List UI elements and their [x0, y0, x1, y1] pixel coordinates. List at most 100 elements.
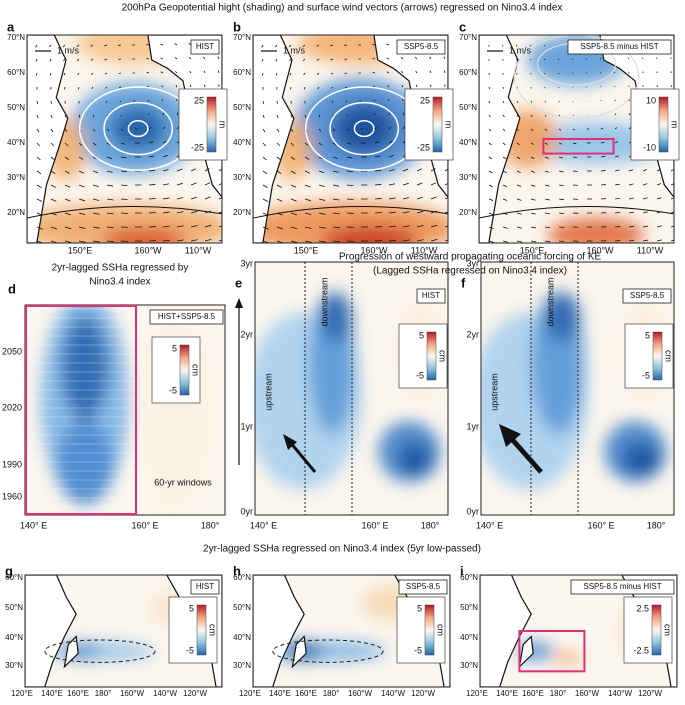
lag-label: 0yr	[466, 506, 479, 516]
year-label: 2020	[2, 402, 22, 412]
lon-label: 140°W	[608, 689, 633, 698]
panel-tag: SSP5-8.5 minus HIST	[580, 42, 658, 51]
lon-label: 120°E	[239, 689, 261, 698]
lon-label: 160° E	[361, 520, 388, 530]
colorbar-unit: cm	[191, 364, 201, 376]
colorbar-unit: cm	[436, 624, 446, 636]
year-label: 1990	[2, 459, 22, 469]
lat-label: 40°N	[233, 633, 251, 642]
wind-arrow	[146, 58, 149, 59]
lat-label: 60°N	[7, 68, 25, 77]
shading-blob	[333, 104, 395, 154]
panel-title: Nino3.4 index	[89, 277, 150, 288]
lon-label: 160°W	[120, 689, 145, 698]
lat-label: 40°N	[460, 633, 478, 642]
wind-arrow	[372, 58, 375, 59]
wind-arrow	[615, 240, 620, 241]
lat-label: 20°N	[7, 208, 25, 217]
lag-label: 1yr	[466, 421, 479, 431]
lat-label: 50°N	[460, 603, 478, 612]
lon-label: 140°E	[496, 689, 518, 698]
colorbar-max: 5	[172, 343, 177, 353]
lat-label: 60°N	[459, 68, 477, 77]
lag-label: 0yr	[240, 506, 253, 516]
lat-label: 50°N	[5, 603, 23, 612]
colorbar-min: -5	[416, 370, 424, 380]
panel-letter: d	[8, 281, 16, 296]
colorbar-max: 25	[420, 95, 430, 105]
lon-label: 180°	[647, 520, 666, 530]
wind-arrow	[601, 170, 606, 171]
wind-arrow	[642, 58, 643, 59]
lat-label: 40°N	[7, 138, 25, 147]
colorbar-unit: cm	[664, 350, 674, 362]
lon-label: 120°E	[466, 689, 488, 698]
scale-label: 1 m/s	[509, 45, 532, 55]
colorbar	[653, 332, 662, 380]
colorbar-unit: m	[670, 121, 680, 129]
lag-label: 2yr	[466, 329, 479, 339]
lat-label: 60°N	[233, 68, 251, 77]
wind-arrow	[146, 44, 149, 45]
lat-label: 70°N	[7, 33, 25, 42]
lon-label: 160°E	[522, 689, 544, 698]
colorbar	[433, 97, 442, 152]
lag-label: 3yr	[240, 258, 253, 268]
lon-label: 180°	[421, 520, 440, 530]
region-label: downstream	[319, 277, 329, 326]
lat-label: 70°N	[233, 33, 251, 42]
year-label: 1960	[2, 491, 22, 501]
shading-blob	[551, 653, 583, 662]
panel-tag: SSP5-8.5 minus HIST	[583, 582, 661, 591]
colorbar-max: 2.5	[636, 603, 649, 613]
wind-arrow	[558, 73, 559, 74]
panel-tag: HIST+SSP5-8.5	[158, 312, 216, 321]
colorbar-min: -10	[643, 142, 656, 152]
wind-arrow	[614, 72, 615, 73]
lon-label: 160°E	[67, 689, 89, 698]
colorbar-max: 25	[194, 95, 204, 105]
shading-blob	[623, 444, 659, 474]
colorbar-min: -5	[642, 370, 650, 380]
row-title: (Lagged SSHa regressed on Nino3.4 index)	[373, 266, 567, 277]
panel-letter: f	[461, 275, 466, 290]
colorbar-unit: cm	[208, 624, 218, 636]
lag-label: 2yr	[240, 329, 253, 339]
wind-arrow	[262, 73, 263, 76]
colorbar-min: -2.5	[633, 645, 649, 655]
lon-label: 160°W	[575, 689, 600, 698]
panel-tag: HIST	[196, 582, 214, 591]
time-arrow-head	[235, 298, 243, 308]
lon-label: 180°	[201, 520, 220, 530]
shading-blob	[61, 316, 109, 421]
lat-label: 30°N	[7, 173, 25, 182]
colorbar-min: -25	[417, 142, 430, 152]
shading-blob	[400, 444, 431, 474]
lon-label: 160°E	[295, 689, 317, 698]
row-title: 200hPa Geopotential hight (shading) and …	[122, 3, 563, 14]
panel-tag: SSP5-8.5	[406, 582, 441, 591]
lat-label: 50°N	[233, 103, 251, 112]
wind-arrow	[600, 86, 601, 87]
lon-label: 140° E	[20, 520, 47, 530]
note: 60-yr windows	[154, 477, 212, 487]
lat-label: 30°N	[460, 661, 478, 670]
lat-label: 30°N	[233, 173, 251, 182]
wind-arrow	[118, 59, 121, 60]
lon-label: 120°W	[638, 689, 663, 698]
lon-label: 140°E	[41, 689, 63, 698]
lat-label: 40°N	[459, 138, 477, 147]
wind-arrow	[375, 212, 382, 213]
scale-label: 1 m/s	[283, 45, 306, 55]
region-label: upstream	[489, 373, 499, 411]
wind-arrow	[372, 44, 375, 45]
lat-label: 60°N	[5, 573, 23, 582]
wind-arrow	[344, 59, 347, 60]
lon-label: 120°W	[411, 689, 436, 698]
wind-arrow	[615, 226, 620, 227]
lat-label: 50°N	[233, 603, 251, 612]
colorbar	[652, 605, 661, 655]
wind-arrow	[671, 85, 672, 87]
lon-label: 180°	[323, 689, 340, 698]
lon-label: 150°E	[68, 245, 93, 255]
